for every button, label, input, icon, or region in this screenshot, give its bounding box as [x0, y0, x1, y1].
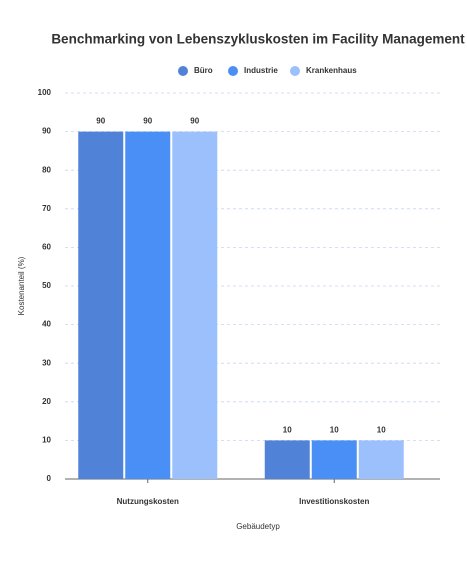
value-label: 10: [330, 426, 339, 435]
legend-label: Krankenhaus: [306, 66, 357, 75]
x-axis-label: Gebäudetyp: [236, 522, 280, 531]
y-tick-label: 60: [42, 243, 51, 252]
chart-title: Benchmarking von Lebenszykluskosten im F…: [51, 32, 465, 47]
bar: [264, 440, 310, 479]
legend-label: Büro: [194, 66, 213, 75]
legend-marker: [228, 66, 238, 76]
y-tick-label: 10: [42, 436, 51, 445]
value-label: 90: [190, 117, 199, 126]
legend-marker: [178, 66, 188, 76]
y-tick-label: 80: [42, 165, 51, 174]
bar: [78, 131, 124, 479]
y-tick-label: 30: [42, 358, 51, 367]
value-label: 10: [377, 426, 386, 435]
y-tick-label: 50: [42, 281, 51, 290]
value-label: 10: [283, 426, 292, 435]
bar: [172, 131, 218, 479]
value-label: 90: [143, 117, 152, 126]
y-axis-label: Kostenanteil (%): [17, 256, 26, 315]
bar: [358, 440, 404, 479]
bar: [311, 440, 357, 479]
y-tick-label: 0: [47, 474, 52, 483]
x-tick-label: Investitionskosten: [299, 497, 369, 506]
legend-label: Industrie: [244, 66, 278, 75]
x-tick-label: Nutzungskosten: [117, 497, 179, 506]
legend-marker: [290, 66, 300, 76]
y-tick-label: 90: [42, 127, 51, 136]
y-tick-label: 100: [38, 88, 52, 97]
value-label: 90: [96, 117, 105, 126]
y-tick-label: 20: [42, 397, 51, 406]
y-tick-label: 40: [42, 320, 51, 329]
y-tick-label: 70: [42, 204, 51, 213]
bar: [125, 131, 171, 479]
